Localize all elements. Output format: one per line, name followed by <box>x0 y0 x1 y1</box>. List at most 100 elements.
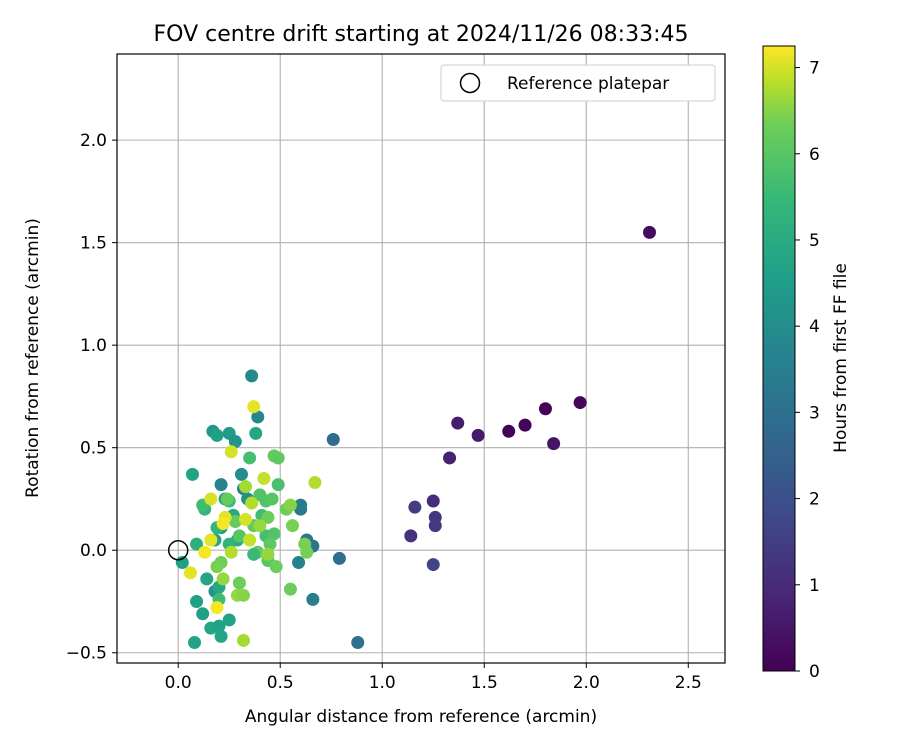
data-point <box>247 547 261 561</box>
data-point <box>253 519 267 533</box>
data-point <box>224 445 238 459</box>
colorbar-tick-label: 2 <box>809 490 820 510</box>
data-point <box>214 629 228 643</box>
chart-title: FOV centre drift starting at 2024/11/26 … <box>154 22 689 47</box>
y-axis-ticks: −0.5 0.0 0.5 1.0 1.5 2.0 <box>66 131 117 664</box>
data-point <box>188 635 202 649</box>
data-point <box>451 416 465 430</box>
data-point <box>216 572 230 586</box>
data-point <box>257 471 271 485</box>
data-point <box>204 533 218 547</box>
data-point <box>224 545 238 559</box>
data-point <box>443 451 457 465</box>
x-tick-label: 1.5 <box>471 673 498 693</box>
data-point <box>236 633 250 647</box>
data-point <box>426 558 440 572</box>
data-point <box>285 519 299 533</box>
data-point <box>200 572 214 586</box>
x-axis-label: Angular distance from reference (arcmin) <box>245 707 597 727</box>
data-point <box>502 424 516 438</box>
data-point <box>222 613 236 627</box>
colorbar-tick-label: 6 <box>809 145 820 165</box>
data-point <box>306 592 320 606</box>
legend-entry: Reference platepar <box>507 74 669 94</box>
data-point <box>251 410 265 424</box>
colorbar-tick-label: 7 <box>809 59 820 79</box>
data-point <box>210 601 224 615</box>
colorbar-tick-label: 5 <box>809 231 820 251</box>
x-tick-label: 0.5 <box>267 673 294 693</box>
data-point <box>538 402 552 416</box>
data-points <box>175 225 657 649</box>
data-point <box>216 517 230 531</box>
x-axis-ticks: 0.0 0.5 1.0 1.5 2.0 2.5 <box>165 663 702 693</box>
data-point <box>261 547 275 561</box>
colorbar-label: Hours from first FF file <box>831 263 851 453</box>
data-point <box>183 566 197 580</box>
x-tick-label: 0.0 <box>165 673 192 693</box>
plot-frame <box>116 53 726 664</box>
data-point <box>332 551 346 565</box>
data-point <box>198 545 212 559</box>
data-point <box>263 537 277 551</box>
y-tick-label: 0.5 <box>80 439 107 459</box>
data-point <box>326 432 340 446</box>
data-point <box>236 588 250 602</box>
data-point <box>471 428 485 442</box>
data-point <box>428 519 442 533</box>
data-point <box>190 537 204 551</box>
data-point <box>643 225 657 239</box>
data-point <box>573 396 587 410</box>
data-point <box>228 515 242 529</box>
x-tick-label: 2.5 <box>675 673 702 693</box>
data-point <box>267 527 281 541</box>
data-point <box>547 437 561 451</box>
data-point <box>308 476 322 490</box>
data-point <box>210 428 224 442</box>
data-point <box>204 492 218 506</box>
data-point <box>265 492 279 506</box>
colorbar-tick-label: 1 <box>809 576 820 596</box>
data-point <box>234 467 248 481</box>
data-point <box>232 576 246 590</box>
legend-box <box>440 64 716 102</box>
data-point <box>261 510 275 524</box>
data-point <box>232 529 246 543</box>
y-tick-label: 1.5 <box>80 234 107 254</box>
data-point <box>300 545 314 559</box>
data-point <box>294 498 308 512</box>
colorbar-ticks: 0 1 2 3 4 5 6 7 <box>795 59 820 682</box>
data-point <box>210 560 224 574</box>
data-point <box>245 496 259 510</box>
data-point <box>292 556 306 570</box>
reference-platepar-marker <box>167 539 189 561</box>
data-point <box>271 478 285 492</box>
data-point <box>283 582 297 596</box>
data-point <box>243 451 257 465</box>
data-point <box>239 512 253 526</box>
data-point <box>269 560 283 574</box>
data-point <box>351 635 365 649</box>
data-point <box>214 478 228 492</box>
y-tick-label: 0.0 <box>80 541 107 561</box>
data-point <box>249 426 263 440</box>
x-tick-label: 2.0 <box>573 673 600 693</box>
data-point <box>271 451 285 465</box>
data-point <box>220 492 234 506</box>
data-point <box>190 594 204 608</box>
y-tick-label: −0.5 <box>66 644 107 664</box>
data-point <box>518 418 532 432</box>
reference-marker-group <box>167 539 189 561</box>
colorbar-tick-label: 4 <box>809 317 820 337</box>
data-point <box>283 498 297 512</box>
legend: Reference platepar <box>440 64 716 102</box>
data-point <box>247 400 261 414</box>
data-point <box>245 369 259 383</box>
colorbar-tick-label: 0 <box>809 662 820 682</box>
data-point <box>243 533 257 547</box>
data-point <box>212 619 226 633</box>
data-point <box>426 494 440 508</box>
x-tick-label: 1.0 <box>369 673 396 693</box>
